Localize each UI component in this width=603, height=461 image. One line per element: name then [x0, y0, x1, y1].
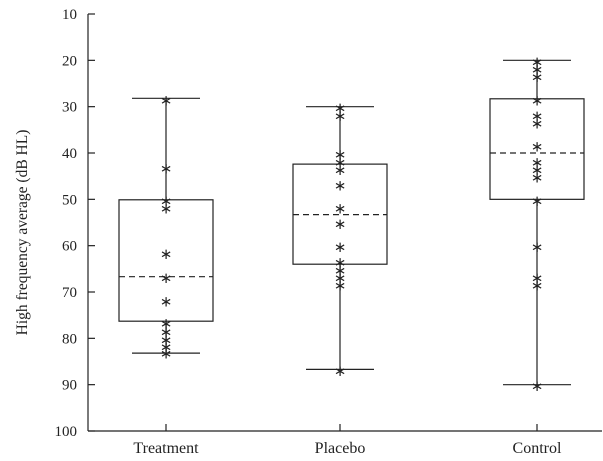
- data-point-treatment: ∗: [160, 331, 173, 349]
- y-tick-label: 10: [62, 7, 77, 23]
- data-point-control: ∗: [531, 114, 544, 132]
- x-tick-label: Placebo: [315, 440, 366, 457]
- data-point-treatment: ∗: [160, 345, 173, 363]
- data-point-treatment: ∗: [160, 292, 173, 310]
- data-point-placebo: ∗: [334, 161, 347, 179]
- y-tick-label: 90: [62, 378, 77, 394]
- data-point-control: ∗: [531, 238, 544, 256]
- data-point-placebo: ∗: [334, 177, 347, 195]
- points-layer: ∗∗∗∗∗∗∗∗∗∗∗∗∗∗∗∗∗∗∗∗∗∗∗∗∗∗∗∗∗∗∗∗∗∗∗∗∗∗∗∗…: [160, 53, 544, 395]
- data-point-placebo: ∗: [334, 253, 347, 271]
- data-point-placebo: ∗: [334, 153, 347, 171]
- y-tick-label: 20: [62, 53, 77, 69]
- data-point-control: ∗: [531, 91, 544, 109]
- data-point-placebo: ∗: [334, 261, 347, 279]
- data-point-control: ∗: [531, 169, 544, 187]
- box-control: [489, 59, 585, 386]
- data-point-control: ∗: [531, 61, 544, 79]
- data-point-placebo: ∗: [334, 107, 347, 125]
- data-point-placebo: ∗: [334, 215, 347, 233]
- y-tick-label: 40: [62, 146, 77, 162]
- iqr-box: [118, 199, 214, 322]
- data-point-placebo: ∗: [334, 99, 347, 117]
- data-point-control: ∗: [531, 53, 544, 71]
- data-point-placebo: ∗: [334, 200, 347, 218]
- data-point-placebo: ∗: [334, 277, 347, 295]
- data-point-control: ∗: [531, 377, 544, 395]
- box-placebo: [292, 106, 388, 370]
- y-tick-label: 70: [62, 285, 77, 301]
- box-treatment: [118, 97, 214, 354]
- x-tick-label: Control: [513, 440, 562, 457]
- data-point-treatment: ∗: [160, 269, 173, 287]
- data-point-control: ∗: [531, 192, 544, 210]
- data-point-placebo: ∗: [334, 362, 347, 380]
- data-point-placebo: ∗: [334, 146, 347, 164]
- boxes-layer: [118, 59, 585, 386]
- data-point-control: ∗: [531, 161, 544, 179]
- y-tick-label: 30: [62, 100, 77, 116]
- y-tick-label: 60: [62, 239, 77, 255]
- y-tick-label: 50: [62, 192, 77, 208]
- data-point-control: ∗: [531, 277, 544, 295]
- data-point-treatment: ∗: [160, 338, 173, 356]
- data-point-treatment: ∗: [160, 192, 173, 210]
- data-point-treatment: ∗: [160, 315, 173, 333]
- data-point-treatment: ∗: [160, 91, 173, 109]
- data-point-control: ∗: [531, 68, 544, 86]
- data-point-control: ∗: [531, 269, 544, 287]
- y-tick-label: 80: [62, 331, 77, 347]
- y-axis-title: High frequency average (dB HL): [14, 130, 31, 336]
- axes: 10 20 30 40 50 60 70 80 90 100 Treatment Placebo Con…: [55, 7, 602, 457]
- data-point-placebo: ∗: [334, 269, 347, 287]
- data-point-treatment: ∗: [160, 200, 173, 218]
- data-point-control: ∗: [531, 138, 544, 156]
- data-point-treatment: ∗: [160, 323, 173, 341]
- y-tick-label: 100: [55, 424, 78, 440]
- iqr-box: [489, 98, 585, 200]
- data-point-control: ∗: [531, 153, 544, 171]
- data-point-treatment: ∗: [160, 159, 173, 177]
- data-point-placebo: ∗: [334, 238, 347, 256]
- x-tick-label: Treatment: [133, 440, 199, 457]
- data-point-treatment: ∗: [160, 245, 173, 263]
- data-point-control: ∗: [531, 107, 544, 125]
